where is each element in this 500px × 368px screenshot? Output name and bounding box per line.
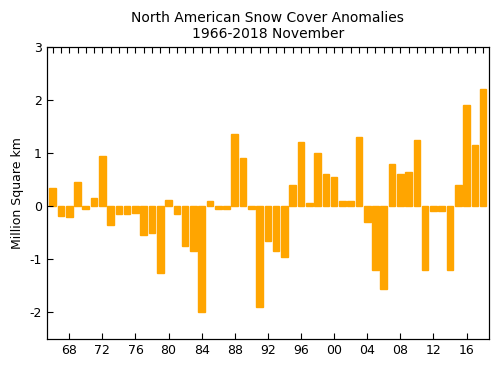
Bar <box>380 206 387 289</box>
Bar <box>281 206 288 256</box>
Bar <box>190 206 196 251</box>
Bar <box>66 206 72 217</box>
Bar <box>157 206 164 273</box>
Bar <box>50 188 56 206</box>
Bar <box>414 140 420 206</box>
Bar <box>140 206 147 236</box>
Bar <box>256 206 263 307</box>
Bar <box>240 158 246 206</box>
Bar <box>108 206 114 225</box>
Bar <box>74 182 81 206</box>
Bar <box>397 174 404 206</box>
Bar <box>58 206 64 216</box>
Title: North American Snow Cover Anomalies
1966-2018 November: North American Snow Cover Anomalies 1966… <box>132 11 404 41</box>
Bar <box>198 206 205 312</box>
Bar <box>314 153 321 206</box>
Bar <box>132 206 139 212</box>
Y-axis label: Million Square km: Million Square km <box>11 137 24 249</box>
Bar <box>99 156 105 206</box>
Bar <box>322 174 329 206</box>
Bar <box>298 142 304 206</box>
Bar <box>223 206 230 209</box>
Bar <box>455 185 462 206</box>
Bar <box>472 145 478 206</box>
Bar <box>116 206 122 214</box>
Bar <box>348 201 354 206</box>
Bar <box>306 204 312 206</box>
Bar <box>339 201 345 206</box>
Bar <box>182 206 188 246</box>
Bar <box>480 89 486 206</box>
Bar <box>446 206 454 270</box>
Bar <box>82 206 89 209</box>
Bar <box>422 206 428 270</box>
Bar <box>232 134 238 206</box>
Bar <box>364 206 370 222</box>
Bar <box>438 206 445 212</box>
Bar <box>430 206 436 212</box>
Bar <box>331 177 338 206</box>
Bar <box>290 185 296 206</box>
Bar <box>372 206 379 270</box>
Bar <box>91 198 98 206</box>
Bar <box>463 105 470 206</box>
Bar <box>206 201 214 206</box>
Bar <box>174 206 180 214</box>
Bar <box>406 171 412 206</box>
Bar <box>148 206 156 233</box>
Bar <box>388 164 396 206</box>
Bar <box>215 206 222 209</box>
Bar <box>124 206 130 214</box>
Bar <box>248 206 254 209</box>
Bar <box>356 137 362 206</box>
Bar <box>166 200 172 206</box>
Bar <box>264 206 271 241</box>
Bar <box>273 206 280 251</box>
